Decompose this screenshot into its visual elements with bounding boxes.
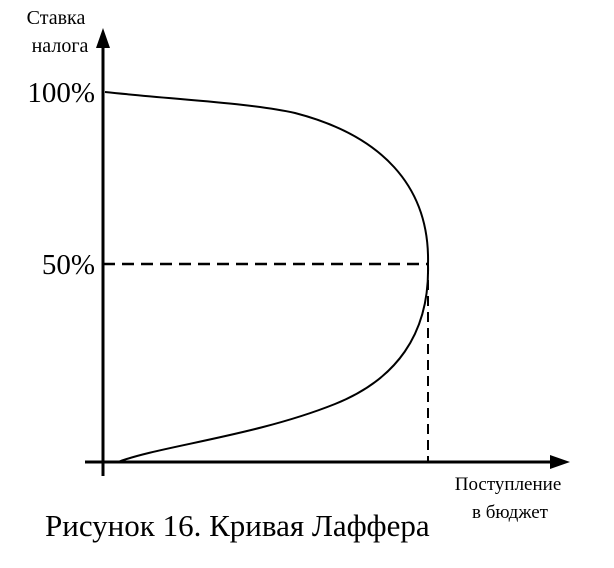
y-label: 100%	[27, 77, 95, 109]
x-axis-arrow	[550, 455, 570, 469]
y-axis-label: Ставка	[27, 7, 86, 29]
y-axis-label: налога	[32, 35, 89, 57]
x-axis-label: Поступление	[455, 474, 562, 495]
x-axis-label: в бюджет	[472, 502, 549, 523]
laffer-curve	[104, 91, 430, 463]
y-label: 50%	[42, 249, 95, 281]
caption: Рисунок 16. Кривая Лаффера	[45, 508, 430, 543]
y-axis-arrow	[96, 28, 110, 48]
